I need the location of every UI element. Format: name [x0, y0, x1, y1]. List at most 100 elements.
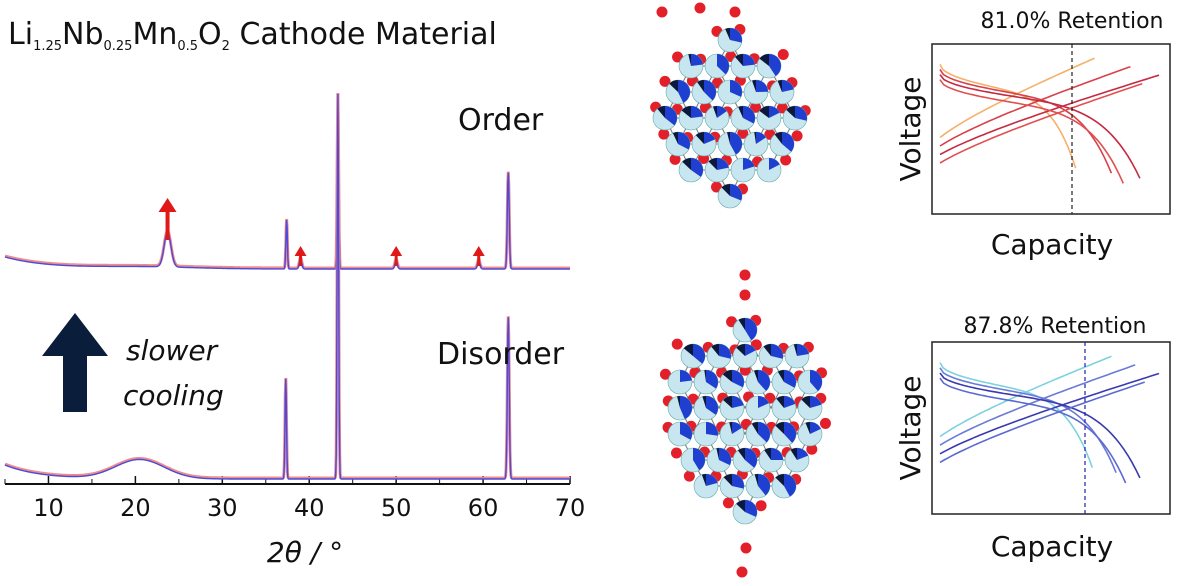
- cation-occupancy-wedge: [704, 132, 716, 144]
- retention-ordered: 81.0% Retention: [981, 9, 1164, 34]
- cation-occupancy-wedge: [754, 132, 756, 144]
- cation-occupancy-wedge: [759, 54, 769, 66]
- plot-frame-ordered: [931, 43, 1171, 215]
- cation-occupancy-wedge: [758, 396, 769, 408]
- label-disorder: Disorder: [437, 337, 565, 372]
- cycling-panel-disordered: 87.8% Retention Capacity Voltage: [894, 314, 1171, 563]
- cation-occupancy-wedge: [691, 158, 704, 177]
- charge-curve: [939, 381, 1145, 464]
- xrd-tick-label: 50: [381, 494, 412, 522]
- cation-occupancy-wedge: [717, 158, 729, 170]
- cation-occupancy-wedge: [756, 132, 767, 144]
- title-part: Cathode Material: [230, 17, 497, 52]
- cation-occupancy-wedge: [769, 54, 782, 77]
- cation-occupancy-wedge: [701, 474, 706, 486]
- cation-occupancy-wedge: [775, 474, 784, 486]
- cycling-panel-ordered: 81.0% Retention Capacity Voltage: [894, 9, 1171, 261]
- oxygen-atom: [659, 75, 671, 87]
- cation-occupancy-wedge: [743, 106, 755, 124]
- xrd-trace-disorder-calc: [4, 92, 570, 480]
- cation-occupancy-wedge: [693, 448, 705, 471]
- cation-occupancy-wedge: [793, 344, 797, 356]
- cation-occupancy-wedge: [691, 54, 703, 66]
- cation-occupancy-wedge: [730, 80, 743, 97]
- voltage-label-ordered: Voltage: [894, 76, 927, 181]
- oxygen-atom: [672, 51, 684, 63]
- cation-occupancy-wedge: [738, 318, 745, 330]
- cation-occupancy-wedge: [719, 448, 732, 466]
- voltage-curves-disordered: [939, 355, 1160, 484]
- oxygen-atom: [750, 101, 762, 113]
- cation-occupancy-wedge: [810, 422, 821, 434]
- title-part: Nb: [62, 17, 103, 52]
- cation-occupancy-wedge: [775, 422, 784, 434]
- charge-curve: [939, 57, 1096, 139]
- cation-occupancy-wedge: [657, 106, 665, 118]
- cation-occupancy-wedge: [691, 106, 703, 118]
- cation-occupancy-wedge: [725, 28, 730, 40]
- cation-occupancy-wedge: [777, 370, 784, 382]
- cation-occupancy-wedge: [743, 158, 755, 170]
- charge-curve: [939, 65, 1131, 147]
- charge-curve: [939, 372, 1160, 455]
- title-subscript: 2: [222, 39, 230, 54]
- cation-occupancy-wedge: [681, 106, 691, 118]
- oxygen-atom: [819, 417, 831, 429]
- cation-occupancy-wedge: [677, 396, 680, 408]
- xrd-tick-label: 60: [468, 494, 499, 522]
- cation-occupancy-wedge: [801, 396, 810, 408]
- title-part: O: [198, 17, 222, 52]
- xrd-tick-label: 30: [207, 494, 238, 522]
- discharge-curve: [939, 74, 1141, 179]
- oxygen-atom: [659, 368, 671, 380]
- cation-occupancy-wedge: [797, 448, 809, 460]
- title-subscript: 0.5: [177, 39, 198, 54]
- figure-title: Li1.25​Nb0.25​Mn0.5​O2​ Cathode Material: [8, 17, 497, 54]
- cation-occupancy-wedge: [736, 500, 745, 512]
- cation-occupancy-wedge: [672, 132, 678, 144]
- cation-occupancy-wedge: [680, 422, 693, 440]
- cation-occupancy-wedge: [680, 370, 692, 382]
- cation-occupancy-wedge: [688, 54, 691, 66]
- cooling-label-line2: cooling: [123, 379, 224, 412]
- cation-occupancy-wedge: [754, 474, 758, 486]
- cation-occupancy-wedge: [717, 54, 729, 75]
- title-part: Mn: [132, 17, 177, 52]
- plot-frame-disordered: [931, 341, 1171, 515]
- oxygen-atom: [670, 447, 682, 459]
- slower-cooling-arrow: [42, 313, 108, 412]
- cation-occupancy-wedge: [669, 80, 678, 92]
- title-subscript: 1.25: [33, 39, 62, 54]
- cation-occupancy-wedge: [756, 80, 768, 92]
- cation-occupancy-wedge: [795, 106, 807, 121]
- capacity-label-disordered: Capacity: [991, 530, 1113, 563]
- cation-occupancy-wedge: [736, 344, 745, 356]
- oxygen-atom: [683, 470, 695, 482]
- cation-occupancy-wedge: [771, 448, 783, 461]
- xrd-tick-label: 70: [555, 494, 586, 522]
- charge-curve: [939, 82, 1143, 164]
- voltage-curves-ordered: [939, 57, 1160, 184]
- discharge-curve: [939, 64, 1077, 169]
- cation-occupancy-wedge: [737, 448, 745, 460]
- oxygen-atom: [739, 269, 751, 281]
- superlattice-arrow-head: [294, 246, 307, 256]
- discharge-curve: [939, 79, 1125, 184]
- cation-occupancy-wedge: [777, 80, 782, 92]
- cation-occupancy-wedge: [730, 132, 743, 155]
- cation-occupancy-wedge: [769, 106, 780, 118]
- oxygen-atom: [740, 542, 752, 554]
- superlattice-arrow-head: [158, 198, 177, 212]
- cation-occupancy-wedge: [729, 422, 732, 434]
- cation-occupancy-wedge: [805, 422, 810, 434]
- cation-occupancy-wedge: [693, 344, 705, 364]
- cation-occupancy-wedge: [665, 106, 677, 126]
- cation-occupancy-wedge: [758, 422, 770, 443]
- cation-occupancy-wedge: [790, 448, 797, 460]
- title-subscript: 0.25: [104, 39, 133, 54]
- cation-occupancy-wedge: [784, 396, 796, 408]
- crystal-structures: [650, 2, 831, 578]
- cation-occupancy-wedge: [727, 132, 730, 144]
